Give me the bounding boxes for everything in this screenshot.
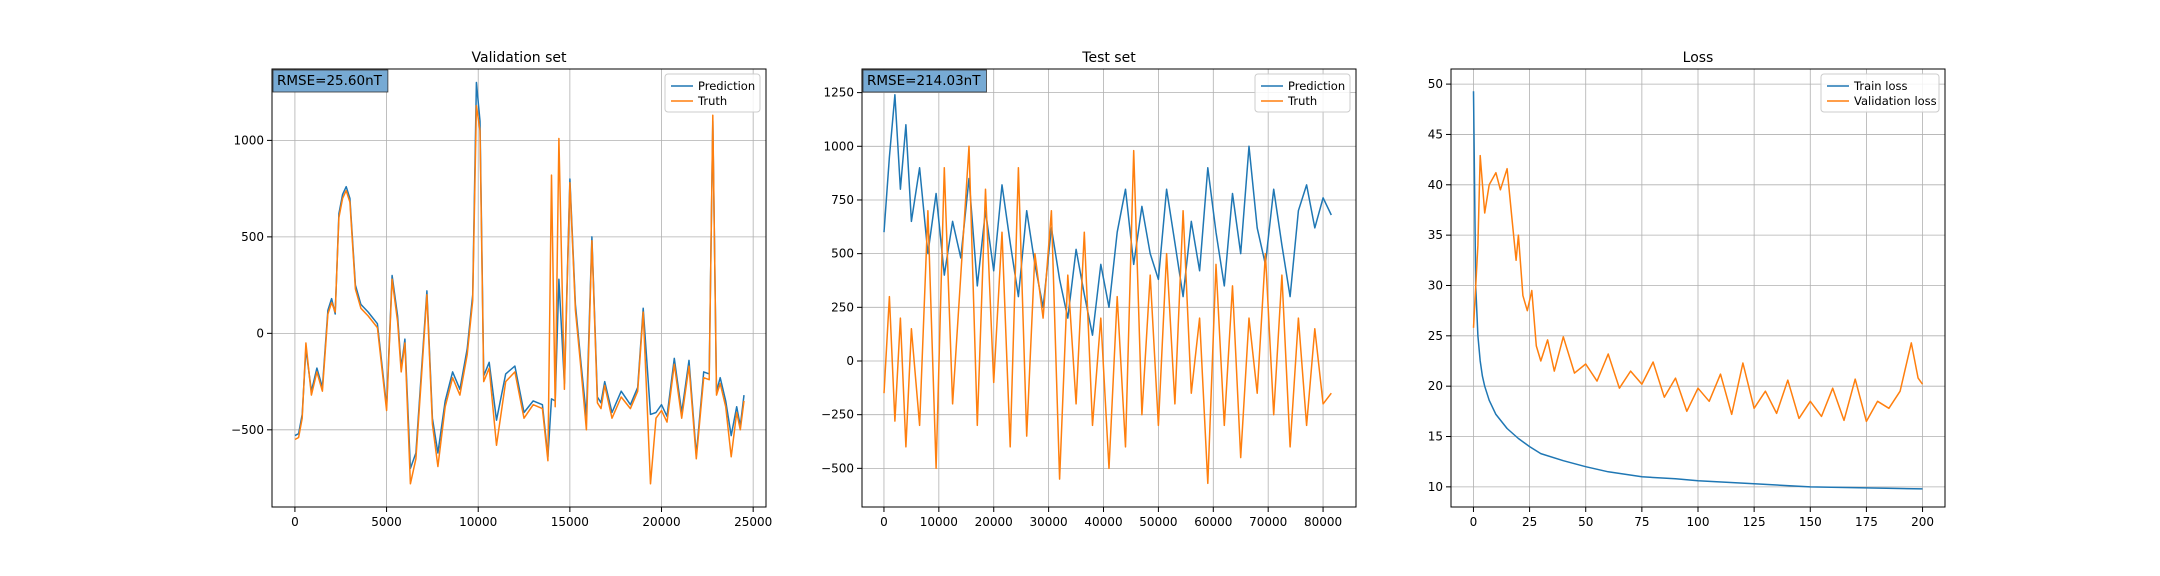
y-tick-label: 250 — [831, 300, 854, 314]
y-tick-label: 0 — [256, 326, 264, 340]
x-tick-label: 10000 — [920, 515, 958, 529]
x-tick-label: 70000 — [1249, 515, 1287, 529]
x-tick-label: 50000 — [1139, 515, 1177, 529]
x-tick-label: 10000 — [459, 515, 497, 529]
x-tick-label: 50 — [1578, 515, 1593, 529]
y-tick-label: 50 — [1428, 77, 1443, 91]
series-line-validation-loss — [1472, 154, 1924, 423]
y-tick-label: 25 — [1428, 329, 1443, 343]
series-line-truth — [294, 104, 745, 485]
plot-area — [862, 69, 1356, 507]
axes-frame — [861, 68, 1357, 508]
chart-panel-1: 0 10000 20000 30000 40000 50000 60000 70000 8000… — [821, 50, 1357, 529]
x-tick-label: 25000 — [734, 515, 772, 529]
x-tick-label: 5000 — [371, 515, 402, 529]
y-tick-label: 1000 — [823, 139, 854, 153]
chart-panel-0: 0 5000 10000 15000 20000 25000 −500 0 500 1000 Val… — [231, 50, 772, 529]
x-tick-label: 0 — [1470, 515, 1478, 529]
chart-panel-2: 0 25 50 75 100 125 150 175 200 10 15 20 25 30 35 40 45 50… — [1428, 50, 1946, 529]
x-tick-label: 0 — [291, 515, 299, 529]
x-tick-label: 200 — [1911, 515, 1934, 529]
x-tick-label: 150 — [1799, 515, 1822, 529]
y-tick-label: 35 — [1428, 228, 1443, 242]
legend-box — [1820, 73, 1940, 113]
x-tick-label: 60000 — [1194, 515, 1232, 529]
x-tick-label: 15000 — [551, 515, 589, 529]
x-tick-label: 20000 — [642, 515, 680, 529]
y-tick-label: 40 — [1428, 178, 1443, 192]
rmse-annotation: RMSE=25.60nT — [277, 73, 383, 89]
legend-label: Train loss — [1853, 79, 1907, 93]
y-tick-label: 15 — [1428, 430, 1443, 444]
legend-label: Validation loss — [1854, 94, 1937, 108]
legend-label: Prediction — [698, 79, 755, 93]
chart-title: Test set — [1081, 50, 1136, 66]
series-line-train-loss — [1472, 91, 1923, 490]
x-tick-label: 100 — [1687, 515, 1710, 529]
chart-title: Loss — [1683, 50, 1714, 66]
y-tick-label: 1250 — [823, 86, 854, 100]
y-tick-label: 500 — [241, 230, 264, 244]
rmse-annotation: RMSE=214.03nT — [867, 73, 981, 89]
y-tick-label: 20 — [1428, 379, 1443, 393]
y-tick-label: 30 — [1428, 278, 1443, 292]
y-tick-label: 500 — [831, 247, 854, 261]
series-line-truth — [883, 145, 1332, 485]
chart-title: Validation set — [472, 50, 567, 66]
legend-box — [664, 73, 761, 113]
x-tick-label: 125 — [1743, 515, 1766, 529]
x-tick-label: 175 — [1855, 515, 1878, 529]
x-tick-label: 20000 — [975, 515, 1013, 529]
axes-frame — [271, 68, 767, 508]
y-tick-label: 0 — [846, 354, 854, 368]
x-tick-label: 0 — [880, 515, 888, 529]
legend-box — [1254, 73, 1351, 113]
rmse-box — [862, 69, 987, 93]
x-tick-label: 80000 — [1304, 515, 1342, 529]
legend-label: Prediction — [1288, 79, 1345, 93]
y-tick-label: −500 — [231, 423, 264, 437]
y-tick-label: −250 — [821, 408, 854, 422]
x-tick-label: 25 — [1522, 515, 1537, 529]
legend-label: Truth — [1287, 94, 1317, 108]
y-tick-label: −500 — [821, 461, 854, 475]
legend-label: Truth — [697, 94, 727, 108]
rmse-box — [272, 69, 389, 93]
axes-frame — [1450, 68, 1946, 508]
x-tick-label: 40000 — [1084, 515, 1122, 529]
y-tick-label: 1000 — [233, 133, 264, 147]
y-tick-label: 750 — [831, 193, 854, 207]
y-tick-label: 10 — [1428, 480, 1443, 494]
x-tick-label: 75 — [1634, 515, 1649, 529]
x-tick-label: 30000 — [1030, 515, 1068, 529]
plot-area — [272, 69, 766, 507]
y-tick-label: 45 — [1428, 127, 1443, 141]
